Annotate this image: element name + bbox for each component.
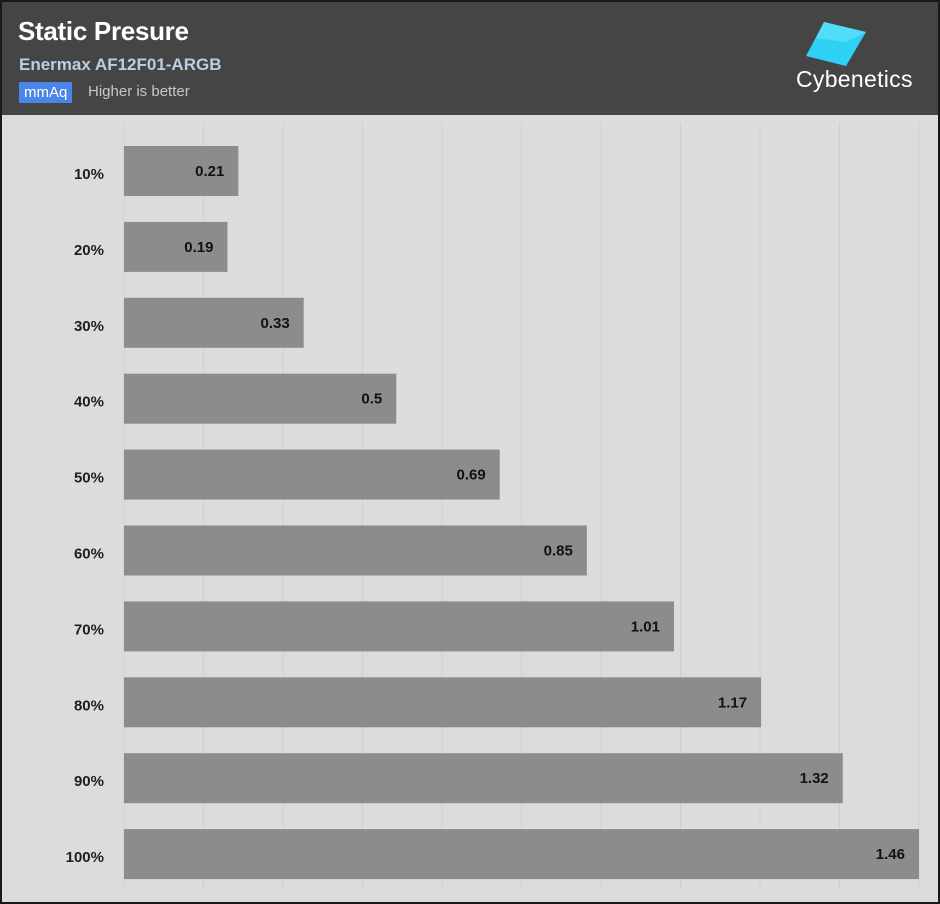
value-label: 0.5 xyxy=(361,391,382,408)
category-label: 100% xyxy=(66,849,104,866)
value-label: 0.33 xyxy=(260,315,289,332)
category-label: 70% xyxy=(74,621,104,638)
bar-20pct xyxy=(124,221,228,272)
category-label: 80% xyxy=(74,697,104,714)
bar-90pct xyxy=(124,753,843,804)
category-label: 30% xyxy=(74,318,104,335)
bar-50pct xyxy=(124,449,500,500)
chart-header: Static Presure Enermax AF12F01-ARGB mmAq… xyxy=(2,2,938,115)
logo-text: Cybenetics xyxy=(796,66,913,92)
bar-100pct xyxy=(124,829,919,880)
value-label: 0.19 xyxy=(184,239,213,256)
category-label: 10% xyxy=(74,166,104,183)
bar-70pct xyxy=(124,601,674,652)
value-label: 1.17 xyxy=(718,694,747,711)
chart-title: Static Presure xyxy=(18,16,189,46)
hint-text: Higher is better xyxy=(88,83,190,100)
bar-30pct xyxy=(124,297,304,348)
unit-badge: mmAq xyxy=(19,82,73,103)
cyan-diamond-icon xyxy=(806,22,866,66)
value-label: 0.85 xyxy=(544,543,573,560)
value-label: 0.21 xyxy=(195,163,224,180)
category-label: 50% xyxy=(74,470,104,487)
bar-40pct xyxy=(124,373,397,424)
bar-80pct xyxy=(124,677,762,728)
bar-10pct xyxy=(124,146,239,196)
category-label: 90% xyxy=(74,773,104,790)
value-label: 0.69 xyxy=(457,467,486,484)
bar-chart-plot: 10% 20% 30% 40% 50% 60% 70% 80% 90% 100% 0.21 0.19… xyxy=(66,123,920,889)
value-label: 1.32 xyxy=(800,770,829,787)
chart-subtitle: Enermax AF12F01-ARGB xyxy=(19,55,222,74)
category-labels: 10% 20% 30% 40% 50% 60% 70% 80% 90% 100% xyxy=(66,166,104,866)
value-labels: 0.21 0.19 0.33 0.5 0.69 0.85 1.01 1.17 1.32 1.46 xyxy=(184,163,905,863)
value-label: 1.01 xyxy=(631,618,660,635)
value-label: 1.46 xyxy=(876,846,905,863)
cybenetics-logo: Cybenetics xyxy=(792,20,922,100)
bars xyxy=(124,146,919,880)
category-label: 40% xyxy=(74,394,104,411)
bar-60pct xyxy=(124,525,587,576)
category-label: 60% xyxy=(74,546,104,563)
category-label: 20% xyxy=(74,242,104,259)
